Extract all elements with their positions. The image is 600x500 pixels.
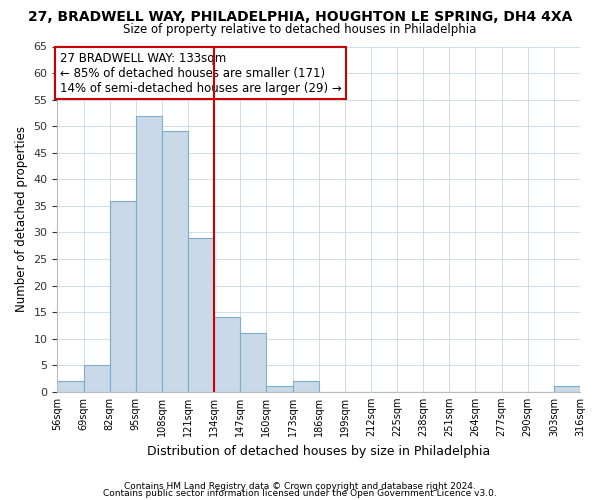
Bar	[266, 386, 293, 392]
Text: 27, BRADWELL WAY, PHILADELPHIA, HOUGHTON LE SPRING, DH4 4XA: 27, BRADWELL WAY, PHILADELPHIA, HOUGHTON…	[28, 10, 572, 24]
Bar	[110, 200, 136, 392]
Text: Contains public sector information licensed under the Open Government Licence v3: Contains public sector information licen…	[103, 488, 497, 498]
Bar	[188, 238, 214, 392]
Text: Contains HM Land Registry data © Crown copyright and database right 2024.: Contains HM Land Registry data © Crown c…	[124, 482, 476, 491]
Text: Size of property relative to detached houses in Philadelphia: Size of property relative to detached ho…	[124, 22, 476, 36]
Bar	[162, 132, 188, 392]
Bar	[214, 318, 241, 392]
Bar	[58, 381, 83, 392]
Bar	[241, 334, 266, 392]
Bar	[136, 116, 162, 392]
X-axis label: Distribution of detached houses by size in Philadelphia: Distribution of detached houses by size …	[147, 444, 490, 458]
Bar	[554, 386, 580, 392]
Text: 27 BRADWELL WAY: 133sqm
← 85% of detached houses are smaller (171)
14% of semi-d: 27 BRADWELL WAY: 133sqm ← 85% of detache…	[60, 52, 342, 94]
Bar	[83, 365, 110, 392]
Y-axis label: Number of detached properties: Number of detached properties	[15, 126, 28, 312]
Bar	[293, 381, 319, 392]
